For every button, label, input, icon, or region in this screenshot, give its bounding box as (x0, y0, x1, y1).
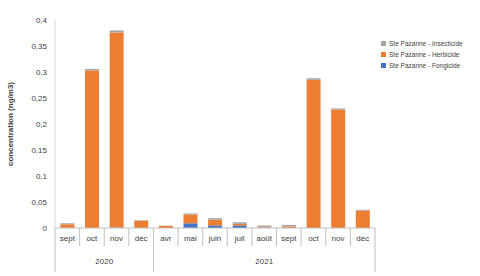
svg-text:0,4: 0,4 (36, 16, 48, 25)
svg-text:0,15: 0,15 (31, 146, 47, 155)
html-text:Ste Pazanne - Herbicide: Ste Pazanne - Herbicide (389, 51, 460, 58)
svg-text:mai: mai (184, 234, 197, 243)
svg-text:oct: oct (87, 234, 98, 243)
svg-text:2020: 2020 (95, 257, 113, 266)
svg-text:déc: déc (356, 234, 369, 243)
svg-text:nov: nov (332, 234, 345, 243)
svg-text:oct: oct (308, 234, 319, 243)
svg-text:0,05: 0,05 (31, 198, 47, 207)
svg-text:nov: nov (110, 234, 123, 243)
html-text:Ste Pazanne - Insecticide: Ste Pazanne - Insecticide (389, 40, 463, 47)
svg-text:déc: déc (135, 234, 148, 243)
svg-text:0,2: 0,2 (36, 120, 48, 129)
svg-text:0,25: 0,25 (31, 94, 47, 103)
svg-text:avr: avr (160, 234, 171, 243)
svg-text:0,1: 0,1 (36, 172, 48, 181)
svg-text:0: 0 (43, 224, 48, 233)
svg-text:2021: 2021 (255, 257, 273, 266)
svg-text:juin: juin (208, 234, 221, 243)
svg-text:août: août (256, 234, 272, 243)
svg-text:juil: juil (234, 234, 245, 243)
svg-text:0,3: 0,3 (36, 68, 48, 77)
svg-text:concentration (ng/m3): concentration (ng/m3) (8, 82, 15, 166)
svg-text:sept: sept (60, 234, 76, 243)
svg-text:sept: sept (281, 234, 297, 243)
html-text:Ste Pazanne - Fongicide: Ste Pazanne - Fongicide (389, 62, 461, 69)
svg-text:0,35: 0,35 (31, 42, 47, 51)
